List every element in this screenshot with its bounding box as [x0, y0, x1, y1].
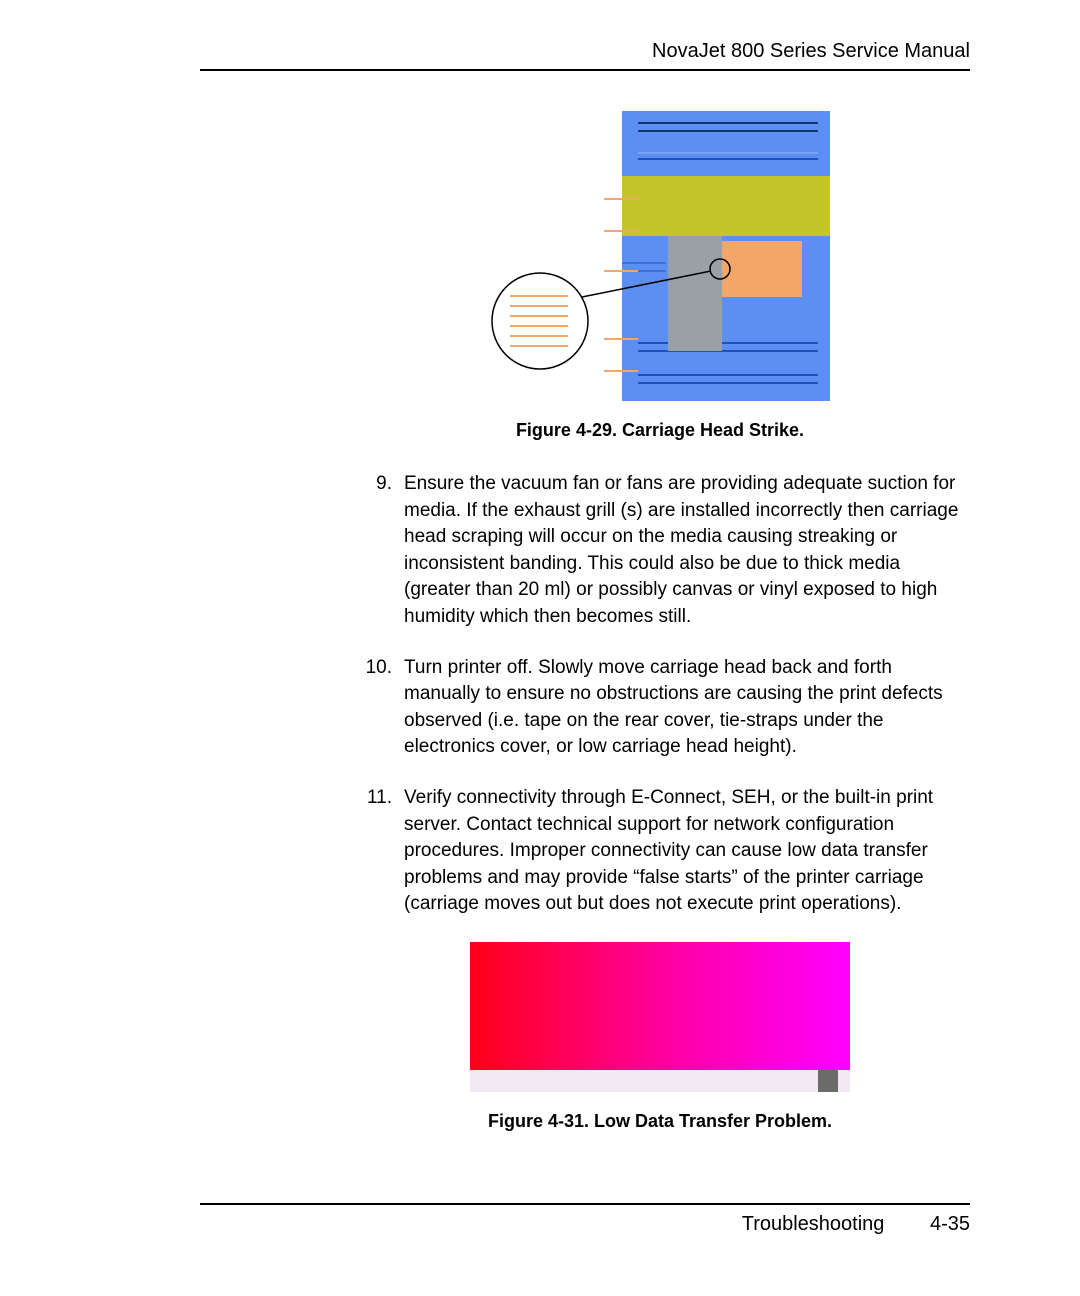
step-item: 11.Verify connectivity through E-Connect… — [350, 785, 970, 918]
step-text: Verify connectivity through E-Connect, S… — [404, 785, 970, 918]
figure-4-31-svg — [470, 942, 850, 1092]
figure-4-31-wrap — [350, 942, 970, 1097]
page-footer: Troubleshooting 4-35 — [200, 1203, 970, 1236]
step-item: 9.Ensure the vacuum fan or fans are prov… — [350, 471, 970, 631]
step-text: Turn printer off. Slowly move carriage h… — [404, 655, 970, 761]
step-item: 10.Turn printer off. Slowly move carriag… — [350, 655, 970, 761]
troubleshooting-steps: 9.Ensure the vacuum fan or fans are prov… — [350, 471, 970, 918]
figure-4-29-caption: Figure 4-29. Carriage Head Strike. — [350, 420, 970, 441]
step-number: 11. — [350, 785, 404, 918]
page-content: Figure 4-29. Carriage Head Strike. 9.Ens… — [350, 111, 970, 1132]
manual-title: NovaJet 800 Series Service Manual — [652, 40, 970, 62]
step-number: 9. — [350, 471, 404, 631]
page-header: NovaJet 800 Series Service Manual — [200, 40, 970, 71]
step-text: Ensure the vacuum fan or fans are provid… — [404, 471, 970, 631]
footer-section: Troubleshooting — [742, 1213, 885, 1235]
figure-4-29-svg — [490, 111, 830, 401]
figure-4-31-caption: Figure 4-31. Low Data Transfer Problem. — [350, 1111, 970, 1132]
step-number: 10. — [350, 655, 404, 761]
figure-4-29-wrap — [350, 111, 970, 406]
footer-page-number: 4-35 — [930, 1213, 970, 1235]
